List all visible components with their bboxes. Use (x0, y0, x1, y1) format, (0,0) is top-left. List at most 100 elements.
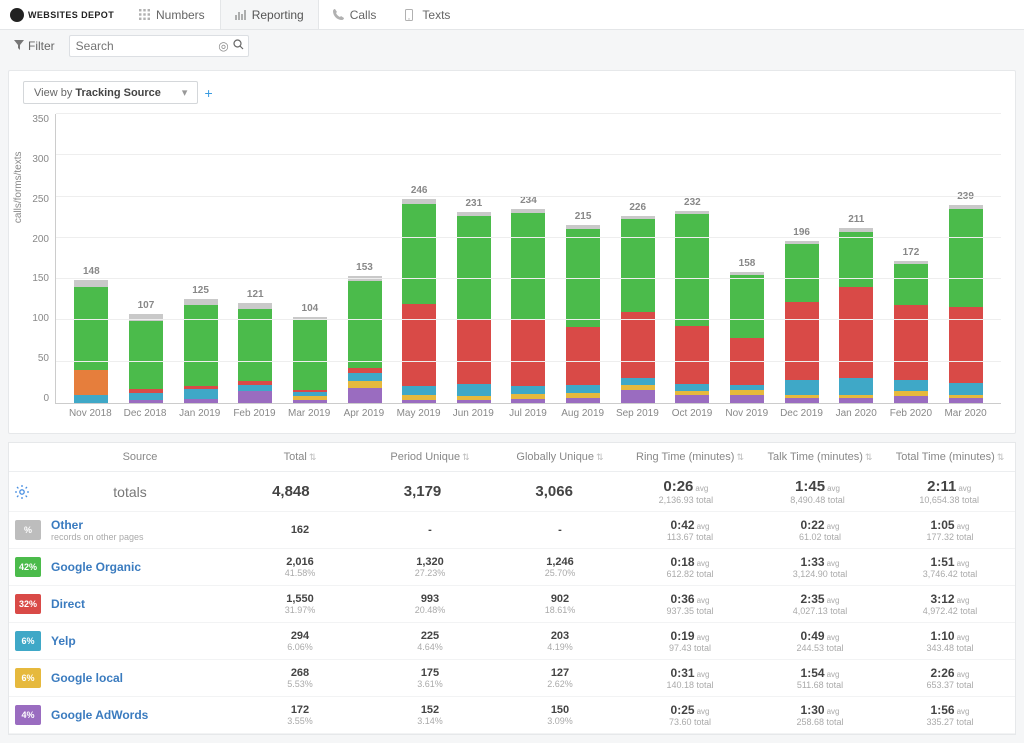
bar[interactable]: 172 (889, 261, 933, 403)
bar[interactable]: 226 (616, 216, 660, 403)
bar-total-label: 104 (293, 303, 327, 314)
bar-segment-adwords (675, 395, 709, 403)
bar-total-label: 121 (238, 289, 272, 300)
percent-badge: 32% (15, 594, 41, 614)
bar-total-label: 231 (457, 198, 491, 209)
bar[interactable]: 246 (397, 199, 441, 403)
bar[interactable]: 215 (561, 225, 605, 403)
col-time[interactable]: Total Time (minutes)⇅ (885, 451, 1015, 463)
source-name[interactable]: Direct (51, 597, 235, 611)
table-row[interactable]: %Otherrecords on other pages162--0:42avg… (9, 512, 1015, 549)
phone-icon (333, 9, 345, 21)
bar-segment-organic (74, 287, 108, 370)
filter-button[interactable]: Filter (6, 36, 63, 56)
target-icon[interactable]: ◎ (218, 39, 228, 53)
col-source[interactable]: Source (45, 451, 235, 463)
bar-segment-organic (293, 320, 327, 390)
viewby-value: Tracking Source (75, 87, 161, 99)
bar-segment-organic (184, 305, 218, 386)
grid-icon (139, 9, 151, 21)
bar[interactable]: 239 (944, 205, 988, 403)
bar-total-label: 246 (402, 185, 436, 196)
bar[interactable]: 107 (124, 314, 168, 403)
mobile-icon (405, 9, 417, 21)
viewby-dropdown[interactable]: View by Tracking Source ▾ (23, 81, 198, 104)
table-row[interactable]: 4%Google AdWords1723.55%1523.14%1503.09%… (9, 697, 1015, 734)
table-row[interactable]: 6%Yelp2946.06%2254.64%2034.19%0:19avg97.… (9, 623, 1015, 660)
x-tick: Sep 2019 (615, 408, 659, 419)
bar[interactable]: 148 (69, 280, 113, 403)
y-tick: 0 (43, 393, 49, 404)
bar[interactable]: 125 (179, 299, 223, 403)
bar-segment-yelp (238, 385, 272, 392)
source-name[interactable]: Google Organic (51, 560, 235, 574)
y-tick: 100 (32, 313, 49, 324)
x-tick: Nov 2018 (68, 408, 112, 419)
chart-plot: 1481071251211041532462312342152262321581… (55, 114, 1001, 404)
gear-icon[interactable] (9, 485, 35, 499)
source-sub: records on other pages (51, 532, 235, 542)
col-talk[interactable]: Talk Time (minutes)⇅ (755, 451, 885, 463)
bar[interactable]: 158 (725, 272, 769, 403)
bar[interactable]: 234 (506, 209, 550, 403)
bar-segment-adwords (129, 400, 163, 403)
bar-segment-adwords (839, 398, 873, 403)
filter-icon (14, 39, 24, 53)
percent-badge: 6% (15, 668, 41, 688)
percent-badge: % (15, 520, 41, 540)
bar[interactable]: 211 (834, 228, 878, 403)
bar-segment-yelp (511, 386, 545, 394)
bar[interactable]: 231 (452, 212, 496, 403)
bar-total-label: 148 (74, 266, 108, 277)
table-row[interactable]: 32%Direct1,55031.97%99320.48%90218.61%0:… (9, 586, 1015, 623)
source-name[interactable]: Yelp (51, 634, 235, 648)
col-period[interactable]: Period Unique⇅ (365, 451, 495, 463)
bar-total-label: 158 (730, 258, 764, 269)
bar-segment-adwords (785, 398, 819, 403)
search-field[interactable]: ◎ (69, 35, 249, 57)
x-tick: Feb 2020 (889, 408, 933, 419)
tab-reporting[interactable]: Reporting (220, 0, 319, 29)
add-view-button[interactable]: + (204, 85, 212, 101)
x-tick: Apr 2019 (342, 408, 386, 419)
table-row[interactable]: 42%Google Organic2,01641.58%1,32027.23%1… (9, 549, 1015, 586)
bar-segment-adwords (730, 395, 764, 403)
bar-segment-adwords (894, 396, 928, 403)
x-tick: Dec 2019 (779, 408, 823, 419)
tab-numbers[interactable]: Numbers (125, 0, 220, 29)
bar-segment-yelp (839, 378, 873, 395)
bar-total-label: 211 (839, 214, 873, 225)
bar[interactable]: 196 (780, 241, 824, 403)
bar-segment-adwords (457, 400, 491, 403)
bar-segment-adwords (293, 400, 327, 403)
bar-segment-adwords (566, 398, 600, 403)
table-row[interactable]: 6%Google local2685.53%1753.61%1272.62%0:… (9, 660, 1015, 697)
col-ring[interactable]: Ring Time (minutes)⇅ (625, 451, 755, 463)
y-tick: 50 (38, 353, 49, 364)
bar-segment-direct (402, 304, 436, 387)
col-total[interactable]: Total⇅ (235, 451, 365, 463)
tab-texts[interactable]: Texts (391, 0, 465, 29)
bar-segment-adwords (184, 399, 218, 403)
tab-calls[interactable]: Calls (319, 0, 392, 29)
bar-segment-adwords (621, 390, 655, 403)
x-tick: Oct 2019 (670, 408, 714, 419)
bar-total-label: 226 (621, 202, 655, 213)
bar-segment-organic (402, 204, 436, 303)
x-axis: Nov 2018Dec 2018Jan 2019Feb 2019Mar 2019… (23, 404, 1001, 419)
source-name[interactable]: Google local (51, 671, 235, 685)
bar[interactable]: 153 (343, 276, 387, 403)
col-global[interactable]: Globally Unique⇅ (495, 451, 625, 463)
bar[interactable]: 232 (670, 211, 714, 403)
y-tick: 200 (32, 234, 49, 245)
source-name[interactable]: Google AdWords (51, 708, 235, 722)
bar-segment-direct (621, 312, 655, 378)
bar-segment-direct (566, 327, 600, 385)
x-tick: Dec 2018 (123, 408, 167, 419)
bar[interactable]: 121 (233, 303, 277, 403)
search-icon[interactable] (233, 39, 244, 53)
source-name[interactable]: Other (51, 518, 235, 532)
bar-segment-yelp (74, 395, 108, 403)
bar-segment-local (348, 381, 382, 388)
table-row-totals: totals 4,848 3,179 3,066 0:26avg2,136.93… (9, 472, 1015, 512)
